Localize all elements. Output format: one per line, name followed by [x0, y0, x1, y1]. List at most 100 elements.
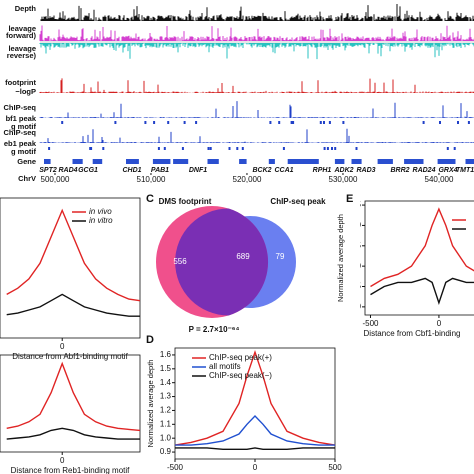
track-label: ChIP-seq	[3, 103, 36, 112]
peak-box	[278, 121, 281, 124]
track-label: bf1 peak	[6, 114, 37, 123]
plot-frame	[364, 200, 474, 316]
track-label: g motif	[11, 147, 36, 156]
gene-label: SPT2	[39, 167, 57, 174]
data-line	[175, 447, 335, 450]
peak-box	[269, 121, 272, 124]
gene-label: RAD24	[413, 167, 436, 174]
motif-box	[236, 147, 239, 150]
x-tick-label: 500	[328, 463, 342, 472]
venn-count: 556	[173, 257, 187, 266]
motif-box	[181, 147, 184, 150]
chromosome-tick-label: 520,000	[233, 175, 262, 184]
x-axis-label: Distance from Abf1-binding motif	[12, 352, 128, 361]
gene-box	[465, 159, 474, 164]
y-axis-label: Normalized average depth	[146, 360, 155, 448]
track-label: g motif	[11, 122, 36, 131]
motif-box	[355, 147, 358, 150]
motif-box	[228, 147, 231, 150]
y-tick-label: 1.10	[345, 221, 361, 230]
track-label: leavage	[8, 24, 36, 33]
motif-box	[163, 147, 166, 150]
venn-count: 689	[236, 252, 250, 261]
peak-box	[323, 121, 325, 124]
peak-box	[467, 121, 470, 124]
y-tick-label: 0.95	[345, 282, 361, 291]
line-panel: -500 0 0.90 0.95 1.00 1.05 1.10 1.15	[345, 200, 474, 328]
panel-letter: C	[146, 193, 154, 205]
x-axis-label: Distance from Cbf1-binding	[364, 329, 461, 338]
data-line	[370, 207, 474, 288]
gene-box	[351, 159, 362, 164]
y-tick-label: 1.00	[345, 261, 361, 270]
gene-label: RAD4	[58, 167, 77, 174]
legend-label: in vivo	[89, 207, 112, 216]
depth-track	[40, 4, 474, 21]
data-line	[6, 361, 141, 432]
peak-box	[328, 121, 331, 124]
chip-abf1-track	[39, 101, 474, 118]
track-label: reverse)	[7, 51, 37, 60]
peak-box	[319, 121, 322, 124]
motif-box	[209, 147, 212, 150]
peak-box	[342, 121, 345, 124]
x-tick-label: 0	[60, 342, 65, 351]
gene-box	[44, 159, 51, 164]
motif-box	[48, 147, 51, 150]
cleavage-forward-track	[39, 25, 474, 41]
motif-box	[323, 147, 326, 150]
p-value: P = 2.7×10⁻⁶⁴	[189, 325, 240, 334]
gene-box	[334, 159, 345, 164]
data-line	[370, 277, 474, 305]
motif-box	[453, 147, 456, 150]
gene-box	[126, 159, 139, 164]
peak-box	[144, 121, 147, 124]
peak-box	[153, 121, 156, 124]
y-tick-label: 1.5	[160, 364, 172, 373]
y-tick-label: 1.0	[160, 433, 172, 442]
gene-label: GCG1	[78, 167, 98, 174]
plot-frame	[0, 197, 141, 339]
gene-label: TMT1	[456, 167, 474, 174]
motif-box	[334, 147, 337, 150]
data-line	[6, 427, 140, 440]
track-label: forward)	[6, 31, 37, 40]
track-label: Depth	[15, 4, 37, 13]
gene-box	[72, 159, 83, 164]
y-axis-label: Normalized average depth	[336, 214, 345, 302]
venn-right-label: ChIP-seq peak	[270, 197, 326, 206]
chromosome-tick-label: 510,000	[137, 175, 166, 184]
line-panel: -500 0 500 0.9 1.0 1.1 1.2 1.3 1.4 1.5 1.6	[160, 347, 342, 472]
gene-label: GRX4	[438, 167, 457, 174]
track-label: footprint	[5, 78, 36, 87]
motif-box	[446, 147, 449, 150]
x-tick-label: -500	[167, 463, 184, 472]
plot-frame	[174, 347, 336, 460]
legend-label: in vitro	[89, 216, 113, 225]
track-label: Gene	[17, 157, 36, 166]
legend-label: all motifs	[209, 362, 241, 371]
data-line	[6, 208, 141, 302]
gene-box	[287, 159, 304, 164]
chromosome-tick-label: 540,000	[425, 175, 454, 184]
gene-box	[377, 159, 393, 164]
venn-left-label: DMS footprint	[159, 197, 212, 206]
peak-box	[457, 121, 459, 124]
chip-reb1-track	[39, 128, 474, 143]
peak-box	[61, 121, 64, 124]
track-label: eb1 peak	[4, 139, 37, 148]
peak-box	[114, 121, 117, 124]
peak-box	[422, 121, 425, 124]
y-tick-label: 0.90	[345, 302, 361, 311]
track-label: leavage	[8, 44, 36, 53]
x-axis-label: Distance from Reb1-binding motif	[11, 466, 130, 474]
motif-box	[331, 147, 333, 150]
x-tick-label: 0	[437, 319, 442, 328]
y-tick-label: 0.9	[160, 447, 172, 456]
genome-tracks: Depthleavageforward)leavagereverse)footp…	[3, 4, 474, 184]
y-tick-label: 1.15	[345, 200, 361, 209]
data-line	[175, 414, 335, 446]
motif-box	[102, 147, 105, 150]
